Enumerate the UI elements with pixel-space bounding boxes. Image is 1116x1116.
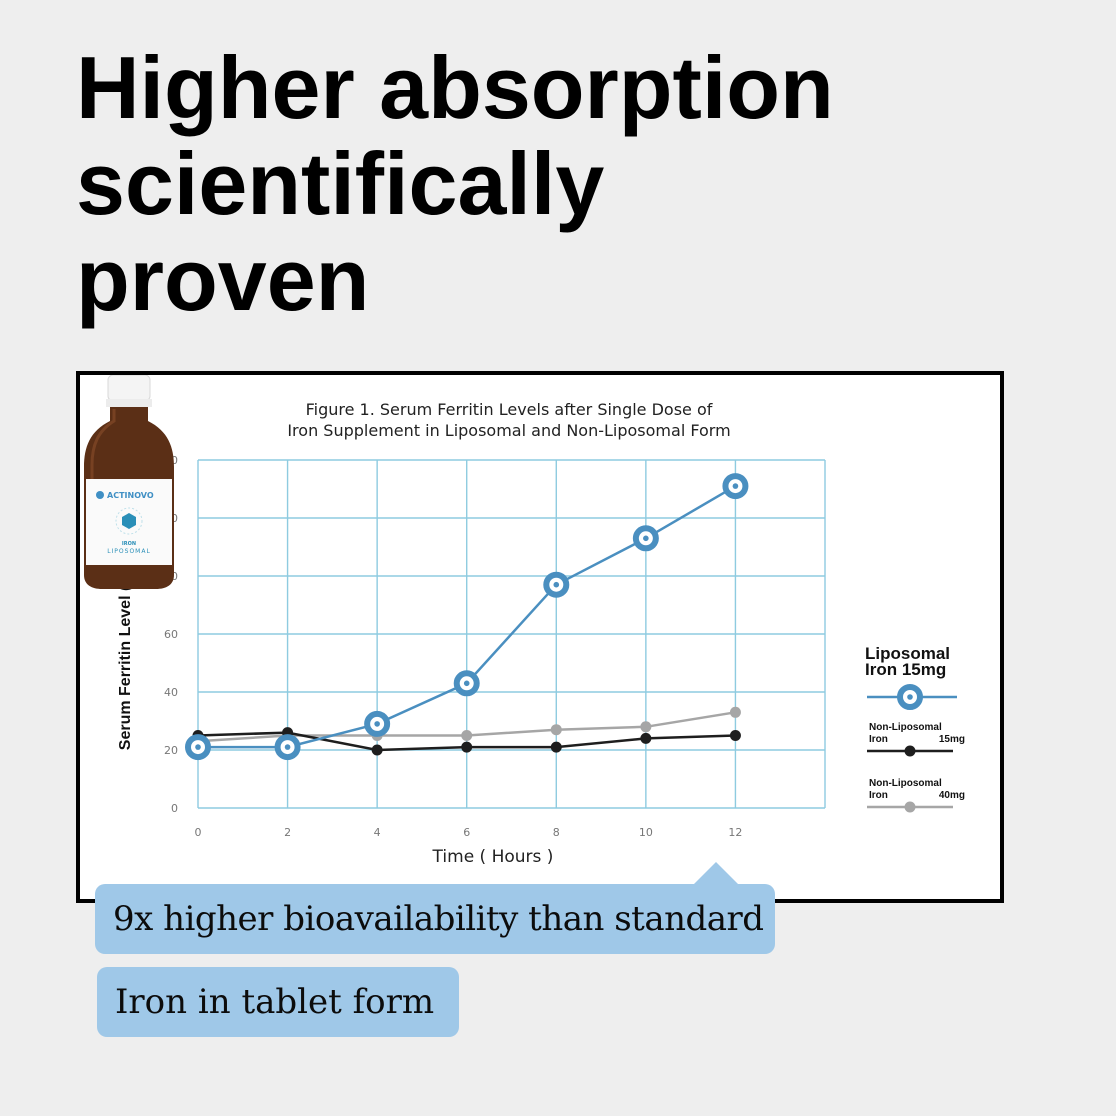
data-point-1 bbox=[550, 741, 562, 753]
x-tick-label: 0 bbox=[195, 826, 202, 839]
x-tick-label: 10 bbox=[639, 826, 653, 839]
data-point-liposomal-center bbox=[732, 483, 739, 489]
y-tick-label: 20 bbox=[164, 744, 178, 757]
data-point-liposomal-center bbox=[643, 535, 649, 542]
headline-line-2: scientifically bbox=[76, 134, 605, 233]
legend-liposomal-marker-center bbox=[907, 694, 913, 700]
legend-nonlipo-40-label: Non-Liposomal Iron 40mg bbox=[869, 778, 965, 802]
product-label-line-2: LIPOSOMAL bbox=[107, 548, 151, 555]
chart-card: Figure 1. Serum Ferritin Levels after Si… bbox=[76, 371, 1004, 903]
data-point-1 bbox=[640, 732, 652, 744]
legend-nonlipo-15-marker bbox=[904, 745, 916, 757]
x-tick-label: 12 bbox=[728, 826, 742, 839]
data-point-1 bbox=[729, 730, 741, 741]
data-point-liposomal-center bbox=[195, 744, 201, 750]
data-point-2 bbox=[729, 706, 741, 718]
data-point-2 bbox=[461, 730, 473, 741]
y-tick-label: 40 bbox=[164, 686, 178, 699]
data-point-2 bbox=[640, 721, 652, 733]
legend-liposomal-label: Liposomal Iron 15mg bbox=[865, 644, 975, 679]
product-brand: ACTINOVO bbox=[107, 491, 154, 500]
legend-nonlipo-15-dose: 15mg bbox=[938, 734, 965, 745]
legend-nonlipo-40-marker bbox=[904, 801, 916, 813]
liposomal-iron-bottle-icon: ACTINOVO IRON LIPOSOMAL bbox=[84, 375, 174, 589]
legend-liposomal-line-1: Liposomal bbox=[865, 644, 951, 663]
product-label-line-1: IRON bbox=[122, 541, 136, 547]
data-point-1 bbox=[371, 744, 383, 756]
y-tick-label: 60 bbox=[164, 628, 178, 641]
legend-nonlipo-15-iron: Iron bbox=[869, 734, 888, 745]
callout-tablet-form: Iron in tablet form bbox=[97, 967, 459, 1037]
y-tick-label: 0 bbox=[171, 802, 178, 815]
x-tick-label: 2 bbox=[284, 826, 291, 839]
data-point-liposomal-center bbox=[463, 680, 470, 687]
x-tick-label: 6 bbox=[463, 826, 470, 839]
callout-pointer bbox=[692, 862, 740, 886]
legend-nonlipo-40-iron: Iron bbox=[869, 790, 888, 801]
legend-nonlipo-40-dose: 40mg bbox=[938, 790, 965, 801]
callout-bioavailability: 9x higher bioavailability than standard bbox=[95, 884, 775, 954]
legend-liposomal-line-2: Iron 15mg bbox=[865, 660, 947, 679]
data-point-1 bbox=[461, 741, 473, 753]
legend-nonlipo-15-label: Non-Liposomal Iron 15mg bbox=[869, 722, 965, 746]
headline-line-3: proven bbox=[76, 230, 370, 329]
headline: Higher absorption scientifically proven bbox=[76, 40, 834, 328]
x-tick-label: 4 bbox=[374, 826, 381, 839]
legend-nonlipo-15-line-1: Non-Liposomal bbox=[869, 722, 942, 733]
data-point-2 bbox=[550, 724, 562, 736]
chart-title-line-1: Figure 1. Serum Ferritin Levels after Si… bbox=[306, 400, 713, 419]
chart: Figure 1. Serum Ferritin Levels after Si… bbox=[117, 400, 957, 867]
legend-nonlipo-40-line-1: Non-Liposomal bbox=[869, 778, 942, 789]
x-axis-label: Time ( Hours ) bbox=[432, 847, 554, 867]
data-point-liposomal-center bbox=[553, 581, 560, 588]
x-tick-label: 8 bbox=[553, 826, 560, 839]
chart-title-line-2: Iron Supplement in Liposomal and Non-Lip… bbox=[287, 421, 730, 440]
data-point-liposomal-center bbox=[374, 721, 380, 727]
data-point-liposomal-center bbox=[284, 744, 291, 750]
headline-line-1: Higher absorption bbox=[76, 38, 834, 137]
